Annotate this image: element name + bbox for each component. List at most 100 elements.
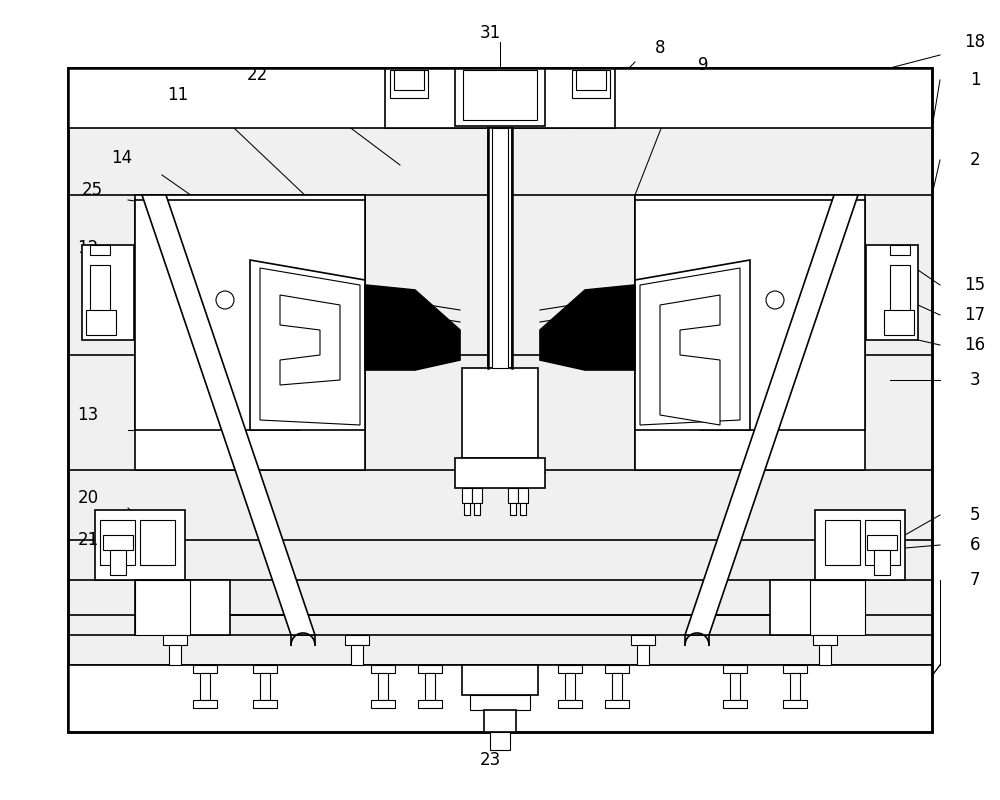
Polygon shape xyxy=(635,200,865,430)
Text: 17: 17 xyxy=(964,306,986,324)
Bar xyxy=(86,310,116,335)
Text: 20: 20 xyxy=(77,489,99,507)
Bar xyxy=(68,68,932,128)
Bar xyxy=(464,503,470,515)
Bar xyxy=(371,665,395,673)
Bar xyxy=(100,520,135,565)
Bar xyxy=(884,310,914,335)
Bar xyxy=(135,195,365,470)
Bar xyxy=(813,635,837,645)
Bar xyxy=(508,488,518,503)
Text: 8: 8 xyxy=(655,39,665,57)
Bar xyxy=(90,265,110,330)
Bar xyxy=(253,665,277,673)
Polygon shape xyxy=(365,285,460,370)
Bar xyxy=(371,700,395,708)
Bar xyxy=(418,665,442,673)
Circle shape xyxy=(766,291,784,309)
Bar xyxy=(492,128,508,368)
Bar xyxy=(890,245,910,255)
Text: 7: 7 xyxy=(970,571,980,589)
Bar xyxy=(425,673,435,700)
Bar xyxy=(488,128,512,368)
Bar xyxy=(390,70,428,98)
Bar xyxy=(418,700,442,708)
Bar xyxy=(783,700,807,708)
Text: 14: 14 xyxy=(111,149,133,167)
Bar xyxy=(474,503,480,515)
Bar xyxy=(770,580,865,635)
Bar xyxy=(510,503,516,515)
Text: 3: 3 xyxy=(970,371,980,389)
Bar xyxy=(558,665,582,673)
Bar xyxy=(462,488,472,503)
Bar xyxy=(68,665,932,732)
Bar xyxy=(637,645,649,665)
Bar xyxy=(193,700,217,708)
Bar xyxy=(605,700,629,708)
Bar xyxy=(462,368,538,458)
Circle shape xyxy=(216,291,234,309)
Text: 16: 16 xyxy=(964,336,986,354)
Bar xyxy=(490,732,510,750)
Bar xyxy=(723,700,747,708)
Bar xyxy=(82,245,134,340)
Bar xyxy=(631,635,655,645)
Bar xyxy=(819,645,831,665)
Bar xyxy=(518,488,528,503)
Bar xyxy=(68,68,932,732)
Bar xyxy=(193,665,217,673)
Bar xyxy=(810,580,865,635)
Bar xyxy=(394,70,424,90)
Text: 11: 11 xyxy=(167,86,189,104)
Bar xyxy=(200,673,210,700)
Bar xyxy=(110,550,126,575)
Polygon shape xyxy=(142,195,315,635)
Bar xyxy=(135,580,230,635)
Text: 6: 6 xyxy=(970,536,980,554)
Bar xyxy=(455,458,545,488)
Bar xyxy=(783,665,807,673)
Text: 31: 31 xyxy=(479,24,501,42)
Text: 2: 2 xyxy=(970,151,980,169)
Bar xyxy=(572,70,610,98)
Text: 25: 25 xyxy=(81,181,103,199)
Bar xyxy=(253,700,277,708)
Bar xyxy=(455,68,545,126)
Bar xyxy=(484,710,516,732)
Text: 15: 15 xyxy=(964,276,986,294)
Bar xyxy=(565,673,575,700)
Bar xyxy=(135,580,190,635)
Bar xyxy=(378,673,388,700)
Bar xyxy=(612,673,622,700)
Bar xyxy=(723,665,747,673)
Bar xyxy=(470,695,530,710)
Bar xyxy=(462,665,538,695)
Bar xyxy=(163,635,187,645)
Bar xyxy=(867,535,897,550)
Bar xyxy=(790,673,800,700)
Polygon shape xyxy=(685,195,858,635)
Bar xyxy=(520,503,526,515)
Text: 12: 12 xyxy=(77,239,99,257)
Bar xyxy=(345,635,369,645)
Bar xyxy=(866,245,918,340)
Bar xyxy=(90,245,110,255)
Bar xyxy=(874,550,890,575)
Text: 1: 1 xyxy=(970,71,980,89)
Text: 5: 5 xyxy=(970,506,980,524)
Polygon shape xyxy=(640,268,740,425)
Bar xyxy=(472,488,482,503)
Text: 13: 13 xyxy=(77,406,99,424)
Bar xyxy=(463,70,537,120)
Text: 18: 18 xyxy=(964,33,986,51)
Bar xyxy=(260,673,270,700)
Polygon shape xyxy=(280,295,340,385)
Bar xyxy=(576,70,606,90)
Bar xyxy=(730,673,740,700)
Bar xyxy=(68,68,932,732)
Bar xyxy=(865,520,900,565)
Bar xyxy=(635,195,865,470)
Polygon shape xyxy=(540,285,635,370)
Polygon shape xyxy=(660,295,720,425)
